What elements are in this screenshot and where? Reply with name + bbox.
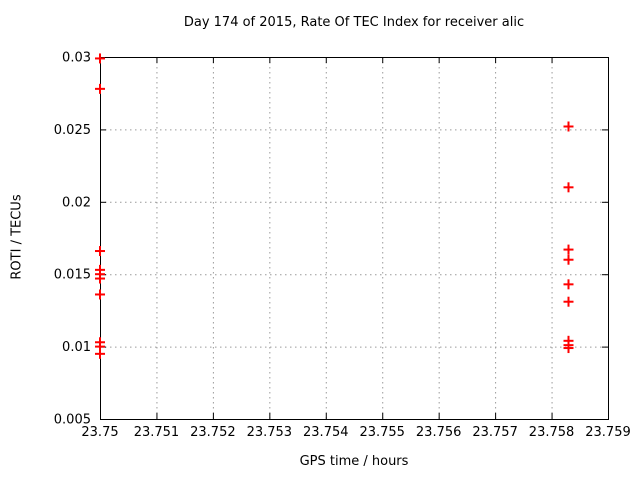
- x-tick-label: 23.75: [81, 425, 118, 440]
- x-tick-label: 23.751: [134, 425, 180, 440]
- x-tick-label: 23.758: [529, 425, 575, 440]
- x-tick-label: 23.754: [303, 425, 349, 440]
- y-axis-label: ROTI / TECUs: [9, 194, 25, 280]
- x-axis-label: GPS time / hours: [299, 454, 409, 469]
- plot-border: [100, 57, 609, 420]
- x-tick-label: 23.755: [359, 425, 405, 440]
- y-tick-label: 0.005: [54, 413, 91, 428]
- y-tick-label: 0.025: [54, 123, 91, 138]
- y-tick-label: 0.015: [54, 268, 91, 283]
- x-tick-label: 23.752: [190, 425, 236, 440]
- y-tick-label: 0.02: [62, 195, 91, 210]
- y-tick-label: 0.03: [62, 51, 91, 66]
- y-tick-label: 0.01: [62, 340, 91, 355]
- x-tick-label: 23.753: [247, 425, 293, 440]
- x-tick-label: 23.757: [472, 425, 518, 440]
- x-tick-label: 23.759: [585, 425, 631, 440]
- chart-title: Day 174 of 2015, Rate Of TEC Index for r…: [183, 15, 525, 30]
- x-tick-label: 23.756: [416, 425, 462, 440]
